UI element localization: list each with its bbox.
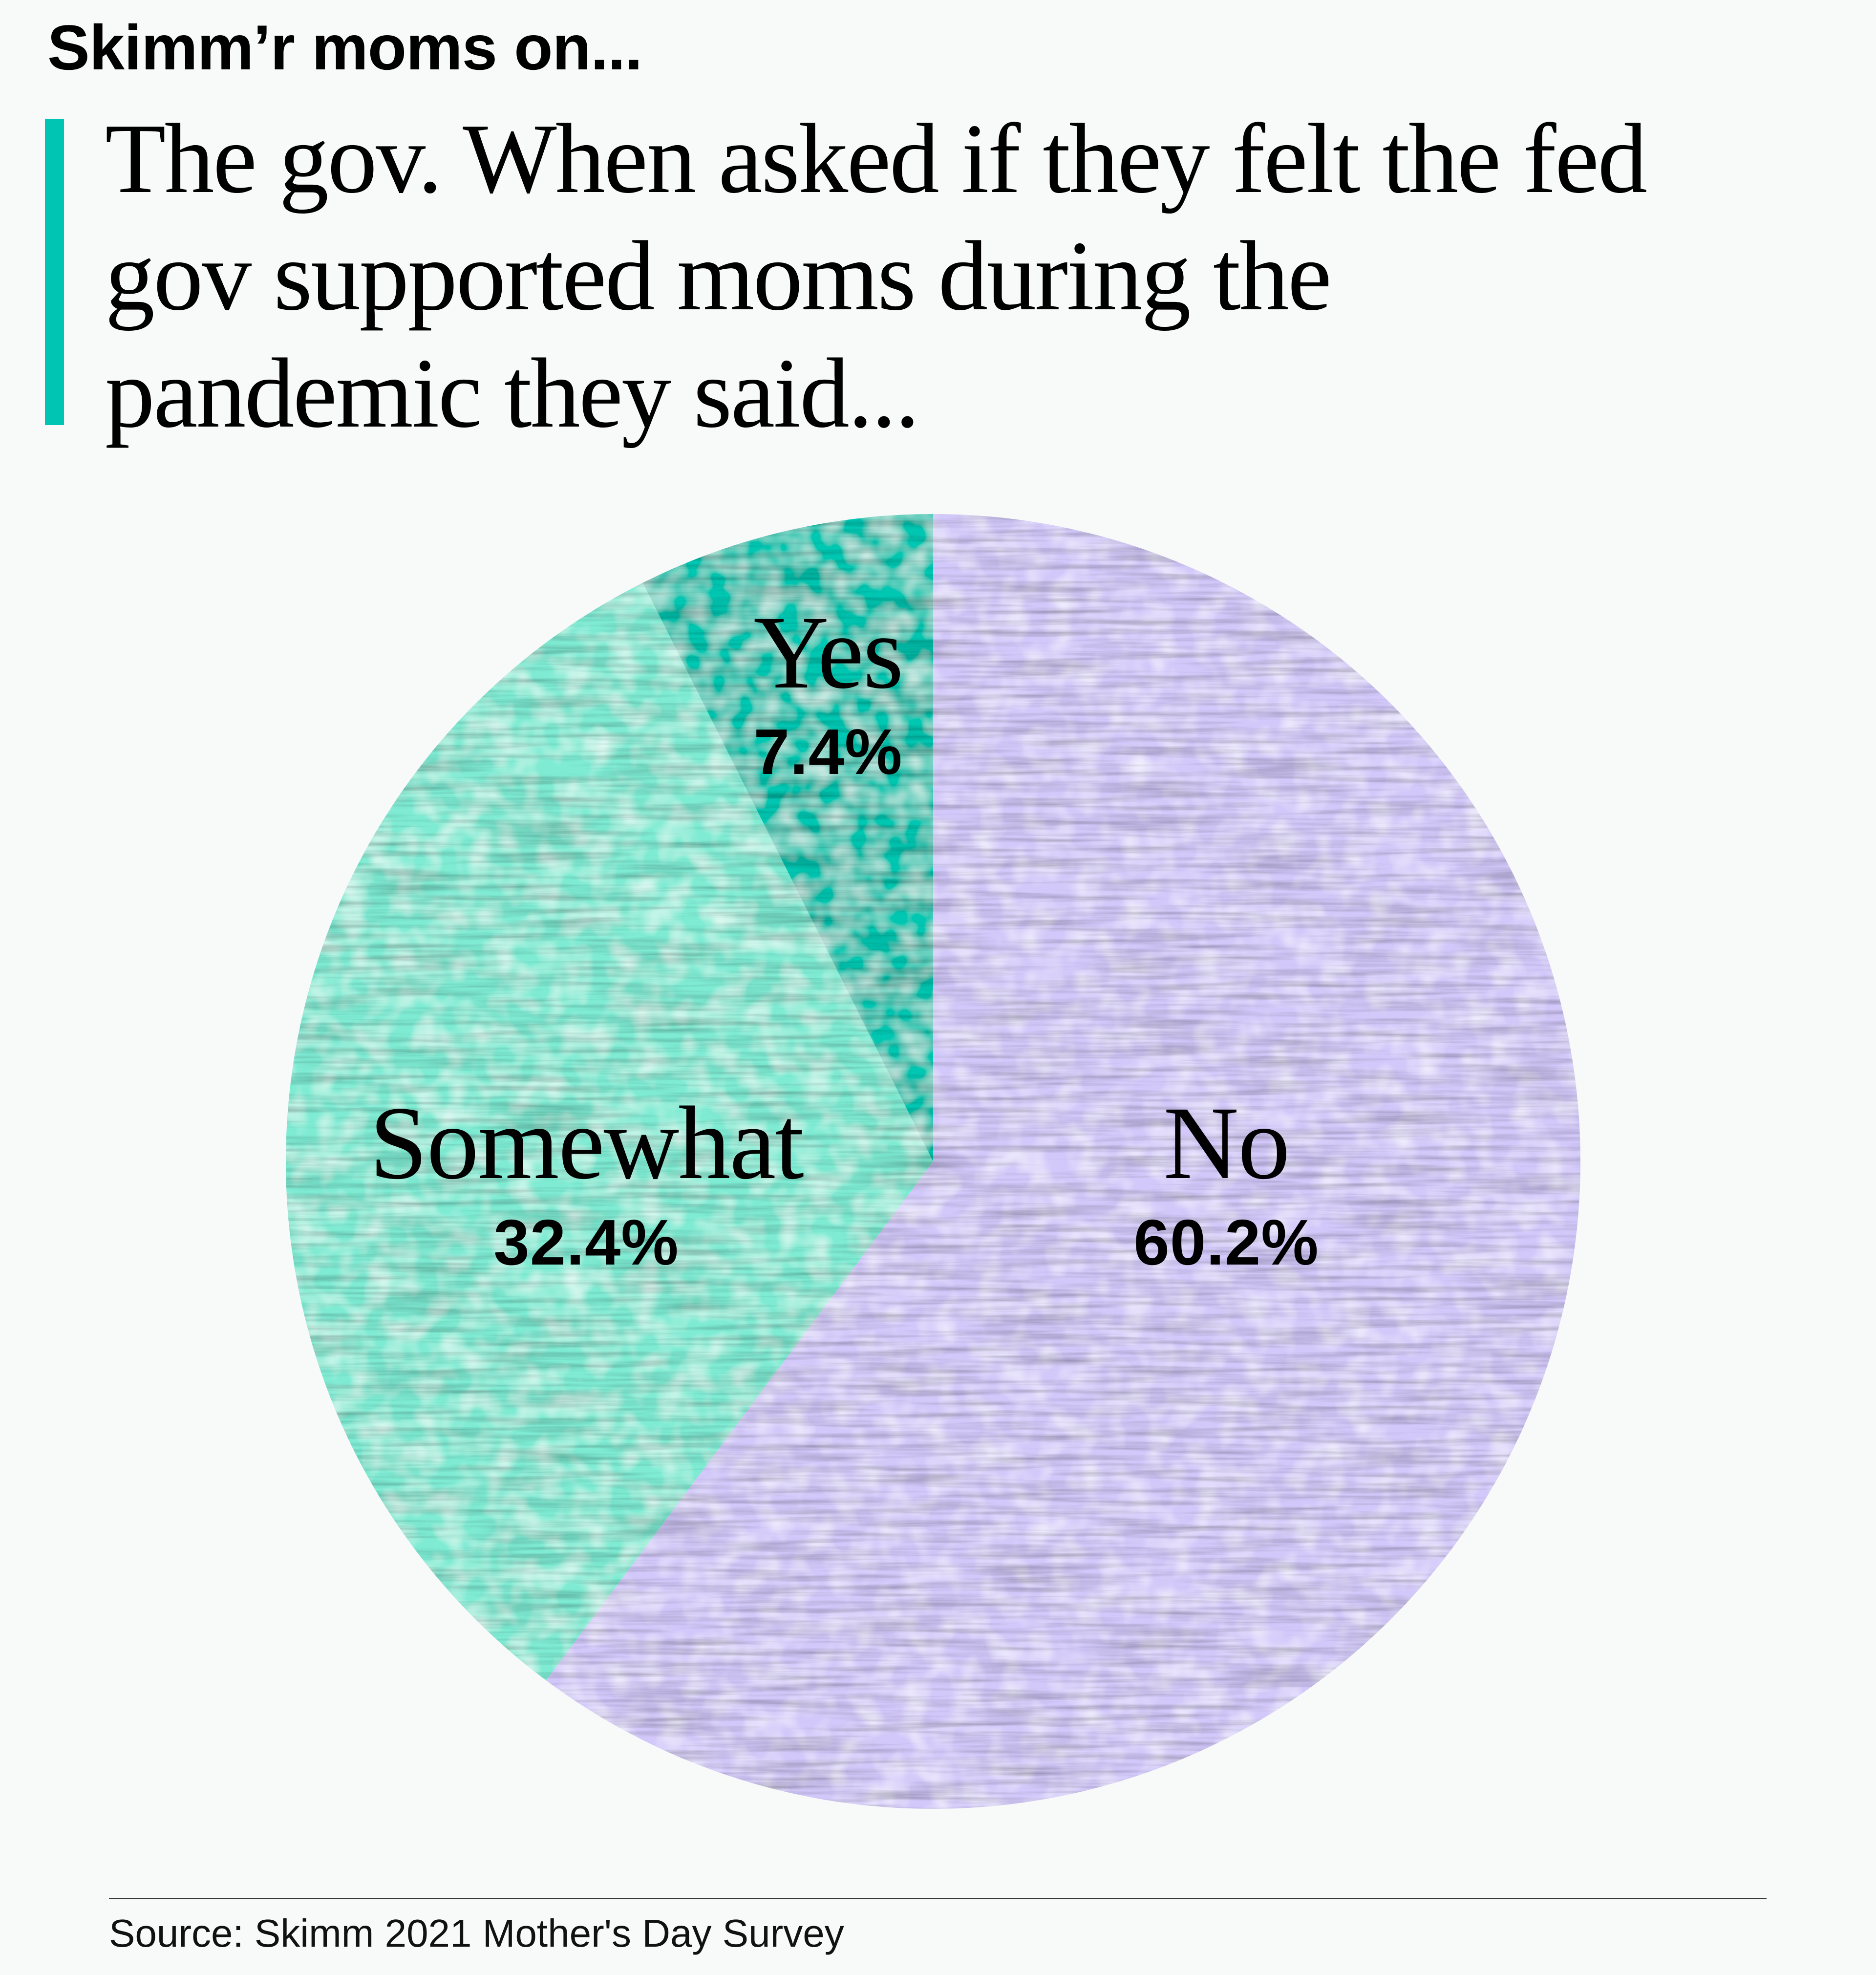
pie-label-yes-category: Yes bbox=[753, 595, 903, 710]
title-line-1: The gov. When asked if they felt the fed bbox=[105, 104, 1647, 214]
pie-label-no-category: No bbox=[1163, 1085, 1290, 1201]
accent-bar bbox=[45, 119, 64, 425]
title-line-2: gov supported moms during the bbox=[105, 221, 1332, 331]
pie-slice-yes bbox=[642, 514, 933, 1161]
pie-label-somewhat: Somewhat 32.4% bbox=[369, 1085, 804, 1278]
pie-label-somewhat-category: Somewhat bbox=[369, 1085, 804, 1201]
pie-slice-somewhat bbox=[286, 582, 933, 1681]
title-line-3: pandemic they said... bbox=[105, 338, 920, 449]
pie-label-yes-value: 7.4% bbox=[753, 716, 903, 788]
pie-slice-no bbox=[546, 514, 1580, 1809]
pie-label-no-value: 60.2% bbox=[1133, 1206, 1319, 1278]
pie-label-yes: Yes 7.4% bbox=[753, 595, 903, 788]
pie-label-somewhat-value: 32.4% bbox=[493, 1206, 679, 1278]
source-note: Source: Skimm 2021 Mother's Day Survey bbox=[109, 1911, 844, 1955]
chart-subtitle: Skimm’r moms on... bbox=[47, 12, 642, 83]
chart-title: The gov. When asked if they felt the fed… bbox=[105, 100, 1815, 452]
footer-divider bbox=[109, 1898, 1767, 1899]
pie-label-no: No 60.2% bbox=[1133, 1091, 1319, 1275]
